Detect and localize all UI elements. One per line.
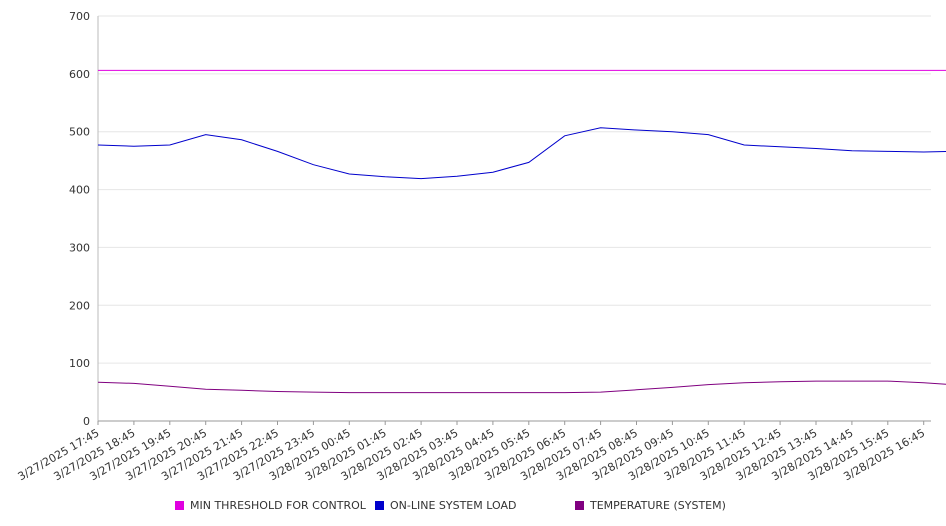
series-line-1 (97, 127, 946, 180)
y-tick-label: 0 (83, 415, 90, 428)
gridlines (98, 15, 931, 364)
legend-swatch (575, 501, 584, 510)
legend-swatch (175, 501, 184, 510)
y-tick-label: 100 (69, 357, 90, 370)
y-tick-label: 400 (69, 184, 90, 197)
axes (97, 16, 931, 425)
y-tick-label: 600 (69, 68, 90, 81)
legend-label: ON-LINE SYSTEM LOAD (390, 499, 516, 512)
y-tick-label: 200 (69, 299, 90, 312)
y-tick-label: 300 (69, 241, 90, 254)
y-tick-label: 500 (69, 126, 90, 139)
y-tick-labels: 0 100 200 300 400 500 600 700 (69, 10, 90, 428)
x-tick-labels: 3/27/2025 17:453/27/2025 18:453/27/2025 … (16, 426, 928, 483)
legend: MIN THRESHOLD FOR CONTROL ON-LINE SYSTEM … (175, 499, 726, 512)
series-line-2 (97, 380, 946, 394)
legend-swatch (375, 501, 384, 510)
series-lines (97, 69, 946, 394)
legend-label: MIN THRESHOLD FOR CONTROL (190, 499, 367, 512)
legend-label: TEMPERATURE (SYSTEM) (589, 499, 726, 512)
y-tick-label: 700 (69, 10, 90, 23)
